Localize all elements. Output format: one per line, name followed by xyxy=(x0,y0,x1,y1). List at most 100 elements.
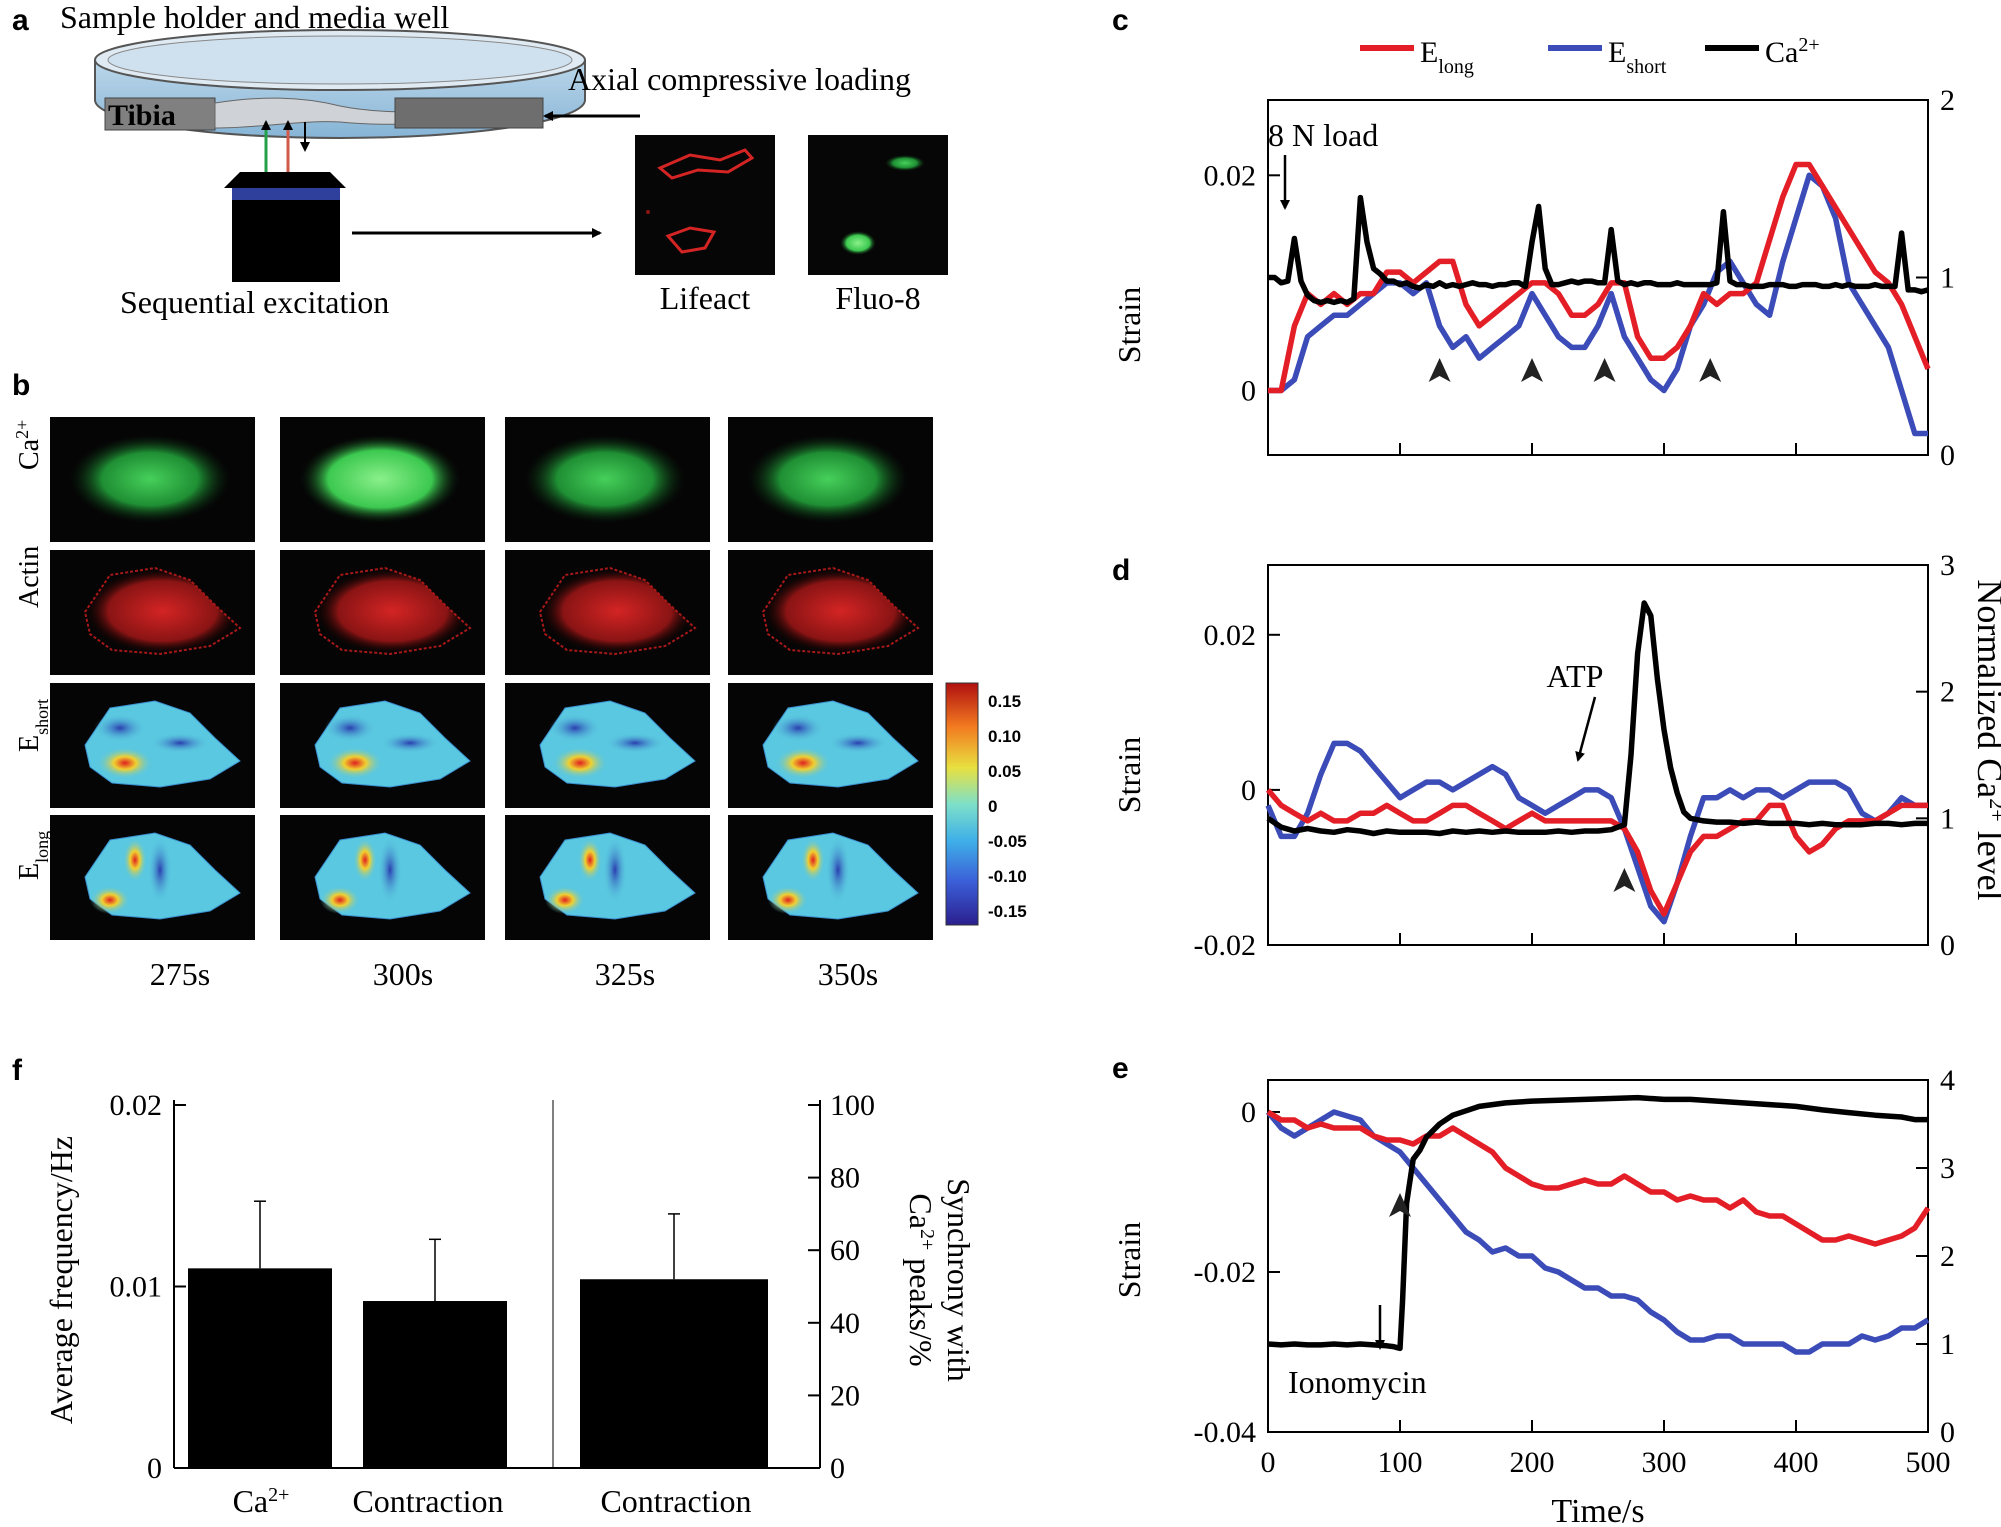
plot-e-y2-tick-1: 3 xyxy=(1940,1152,1955,1185)
plot-d-series-eshort xyxy=(1265,740,1928,925)
panel-e-x-tick-0: 0 xyxy=(1261,1446,1276,1479)
panel-label-b: b xyxy=(12,369,30,402)
load-annotation: 8 N load xyxy=(1268,117,1378,153)
ca-cell-1 xyxy=(300,435,460,523)
strain-blue-2 xyxy=(549,714,601,742)
actin-cell-2 xyxy=(538,566,697,656)
objective-label: 60x xyxy=(262,223,310,259)
plot-c-series-elong xyxy=(1268,161,1931,394)
row-label-actin: Actin xyxy=(14,546,45,608)
plot-e-series-eshort xyxy=(1265,1109,1930,1355)
tibia-label: Tibia xyxy=(108,99,176,132)
plot-d-y2-tick-3: 0 xyxy=(1940,929,1955,962)
microscopy-tiles xyxy=(50,417,933,940)
plot-e-y2-tick-0: 4 xyxy=(1940,1064,1955,1097)
excitation-label: Sequential excitation xyxy=(120,284,389,320)
strain-red-3 xyxy=(768,886,808,914)
panel-f-y2-tick-1: 80 xyxy=(830,1162,860,1195)
panel-label-c: c xyxy=(1112,4,1129,37)
plot-c-arrowhead-3 xyxy=(1699,358,1722,382)
panel-f-category-contraction-sync: Contraction xyxy=(600,1483,751,1519)
panel-a: Sample holder and media well Tibia Axial… xyxy=(60,0,948,320)
plot-e-arrowhead-0 xyxy=(1389,1193,1411,1217)
colorbar-tick-2: 0.05 xyxy=(988,762,1021,781)
plot-c-arrowhead-2 xyxy=(1593,358,1616,382)
legend-label-ca: Ca2+ xyxy=(1765,34,1820,69)
time-label-275: 275s xyxy=(150,956,210,992)
lifeact-label: Lifeact xyxy=(660,280,751,316)
row-label-eshort: Eshort xyxy=(14,699,52,752)
panel-e-x-tick-4: 400 xyxy=(1774,1446,1819,1479)
row-label-ca-text: Ca2+ xyxy=(12,420,45,470)
legend-label-eshort: Eshort xyxy=(1608,36,1667,78)
actin-cell-0 xyxy=(83,566,242,656)
strain-blue-3 xyxy=(772,714,824,742)
atp-annotation: ATP xyxy=(1547,658,1604,694)
strain-yellow-3 xyxy=(801,838,825,882)
strain-red-0 xyxy=(97,747,153,779)
panel-f-y-tick-2: 0 xyxy=(147,1452,162,1485)
panel-f-category-contraction: Contraction xyxy=(352,1483,503,1519)
plot-c-arrowhead-1 xyxy=(1521,358,1543,382)
plot-e-y2-tick-2: 2 xyxy=(1940,1240,1955,1273)
strain-blue-2 xyxy=(603,836,627,904)
panel-e-x-tick-3: 300 xyxy=(1642,1446,1687,1479)
plot-e-y-tick-0: 0 xyxy=(1241,1096,1256,1129)
panel-f-y2-tick-4: 20 xyxy=(830,1379,860,1412)
panel-e-x-tick-1: 100 xyxy=(1378,1446,1423,1479)
actin-cell-3 xyxy=(761,566,920,656)
plot-d-y2-tick-2: 1 xyxy=(1940,802,1955,835)
colorbar-tick-3: 0 xyxy=(988,797,997,816)
plot-e-y2-tick-4: 0 xyxy=(1940,1416,1955,1449)
plot-c-y2-tick-1: 1 xyxy=(1940,262,1955,295)
plot-e-y2-tick-3: 1 xyxy=(1940,1328,1955,1361)
panel-d: ATP Strain Normalized Ca2+ level 0.02 0 -0… xyxy=(1111,549,2001,962)
panel-label-e: e xyxy=(1112,1052,1129,1085)
plot-c-y2-tick-2: 0 xyxy=(1940,439,1955,472)
plot-d-series-ca xyxy=(1266,600,1928,837)
time-label-325: 325s xyxy=(595,956,655,992)
plot-d-y2-tick-0: 3 xyxy=(1940,549,1955,582)
colorbar-tick-6: -0.15 xyxy=(988,902,1027,921)
panel-f-y2-label-line1: Synchrony with xyxy=(941,1178,977,1382)
panel-e-x-label: Time/s xyxy=(1551,1493,1644,1527)
panel-f-bar-2 xyxy=(580,1279,768,1468)
plot-d-y2-tick-1: 2 xyxy=(1940,676,1955,709)
fluo8-label: Fluo-8 xyxy=(835,280,920,316)
panel-e-x-tick-5: 500 xyxy=(1906,1446,1951,1479)
plot-d-y-tick-1: 0 xyxy=(1241,774,1256,807)
strain-yellow-1 xyxy=(353,838,377,882)
tibia-bone xyxy=(104,97,544,131)
panel-label-d: d xyxy=(1112,554,1130,587)
colorbar-tick-4: -0.05 xyxy=(988,832,1027,851)
lifeact-image xyxy=(635,135,775,275)
plot-e-series-elong xyxy=(1266,1109,1931,1247)
row-label-ca: Ca2+ xyxy=(12,420,45,470)
strain-band-1 xyxy=(380,733,440,753)
strain-yellow-0 xyxy=(123,838,147,882)
plot-e-y-tick-1: -0.02 xyxy=(1194,1256,1257,1289)
ca-cell-2 xyxy=(525,435,685,523)
strain-band-0 xyxy=(150,733,210,753)
panel-e-x-tick-2: 200 xyxy=(1510,1446,1555,1479)
colorbar-tick-0: 0.15 xyxy=(988,692,1021,711)
strain-blue-0 xyxy=(94,714,146,742)
panel-f-category-ca: Ca2+ xyxy=(233,1483,290,1519)
plot-c-series-ca xyxy=(1268,194,1929,306)
panel-f-bar-0 xyxy=(188,1268,332,1468)
strain-blue-1 xyxy=(324,714,376,742)
colorbar-tick-5: -0.10 xyxy=(988,867,1027,886)
strain-red-2 xyxy=(545,886,585,914)
loading-label: Axial compressive loading xyxy=(568,61,911,97)
panel-b: Ca2+ Actin Eshort Elong 0.15 0.10 0.05 0 -0.… xyxy=(12,417,1027,992)
panel-f-y2-tick-0: 100 xyxy=(830,1089,875,1122)
fluo8-image xyxy=(808,135,948,275)
panel-d-y-label: Strain xyxy=(1111,737,1147,813)
plot-c-y-tick-1: 0 xyxy=(1241,374,1256,407)
strain-band-3 xyxy=(828,733,888,753)
panel-f-y2-label-line2: Ca2+ peaks/% xyxy=(903,1193,939,1366)
colorbar: 0.15 0.10 0.05 0 -0.05 -0.10 -0.15 xyxy=(945,682,1027,926)
panel-c: 8 N load Strain 0.02 0 2 1 0 xyxy=(1111,84,1955,472)
legend-label-elong: Elong xyxy=(1420,36,1474,78)
objective-lens xyxy=(224,172,346,282)
